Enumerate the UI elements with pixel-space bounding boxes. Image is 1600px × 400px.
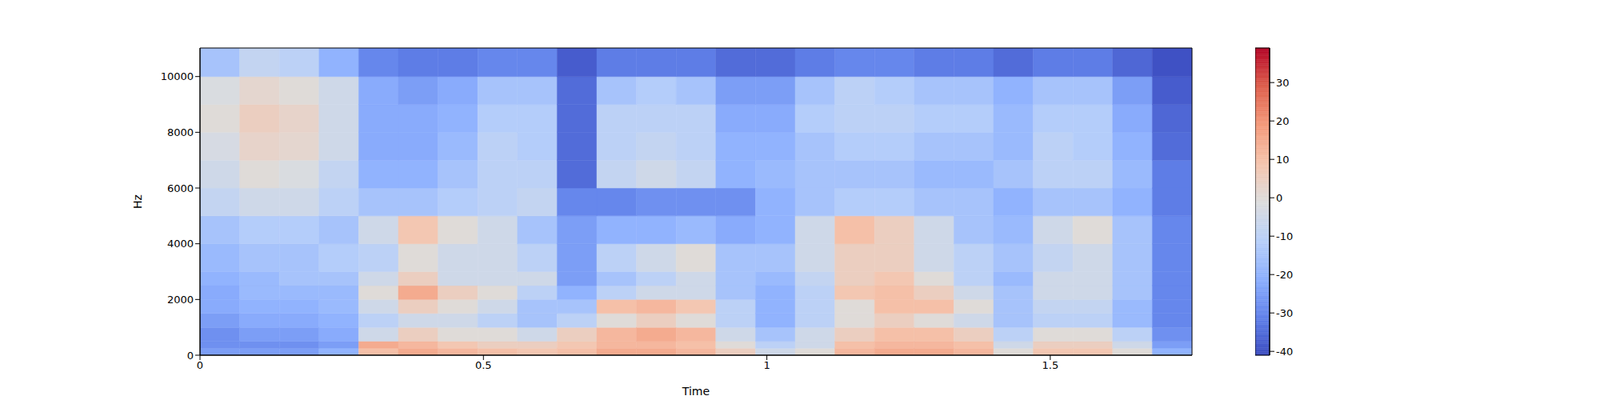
svg-text:-20: -20 [1276,268,1293,281]
svg-text:0: 0 [1276,192,1283,204]
svg-text:Hz: Hz [131,194,144,209]
svg-text:10: 10 [1276,153,1290,166]
svg-text:4000: 4000 [167,237,194,250]
svg-text:0.5: 0.5 [475,359,492,372]
svg-text:1: 1 [763,359,770,372]
svg-text:8000: 8000 [167,126,194,139]
svg-text:30: 30 [1276,76,1290,89]
svg-text:10000: 10000 [160,70,194,83]
svg-text:Time: Time [681,384,710,398]
svg-text:-10: -10 [1276,230,1293,243]
svg-text:-40: -40 [1276,345,1293,358]
svg-text:0: 0 [187,349,194,362]
svg-text:6000: 6000 [167,182,194,195]
svg-text:1.5: 1.5 [1042,359,1060,372]
svg-text:20: 20 [1276,115,1290,128]
svg-text:0: 0 [196,359,204,372]
svg-text:-30: -30 [1276,307,1293,320]
svg-text:2000: 2000 [167,293,194,306]
